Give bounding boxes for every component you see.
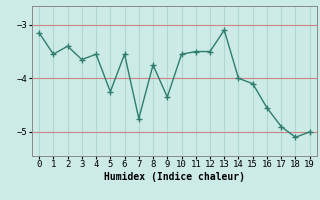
X-axis label: Humidex (Indice chaleur): Humidex (Indice chaleur): [104, 172, 245, 182]
